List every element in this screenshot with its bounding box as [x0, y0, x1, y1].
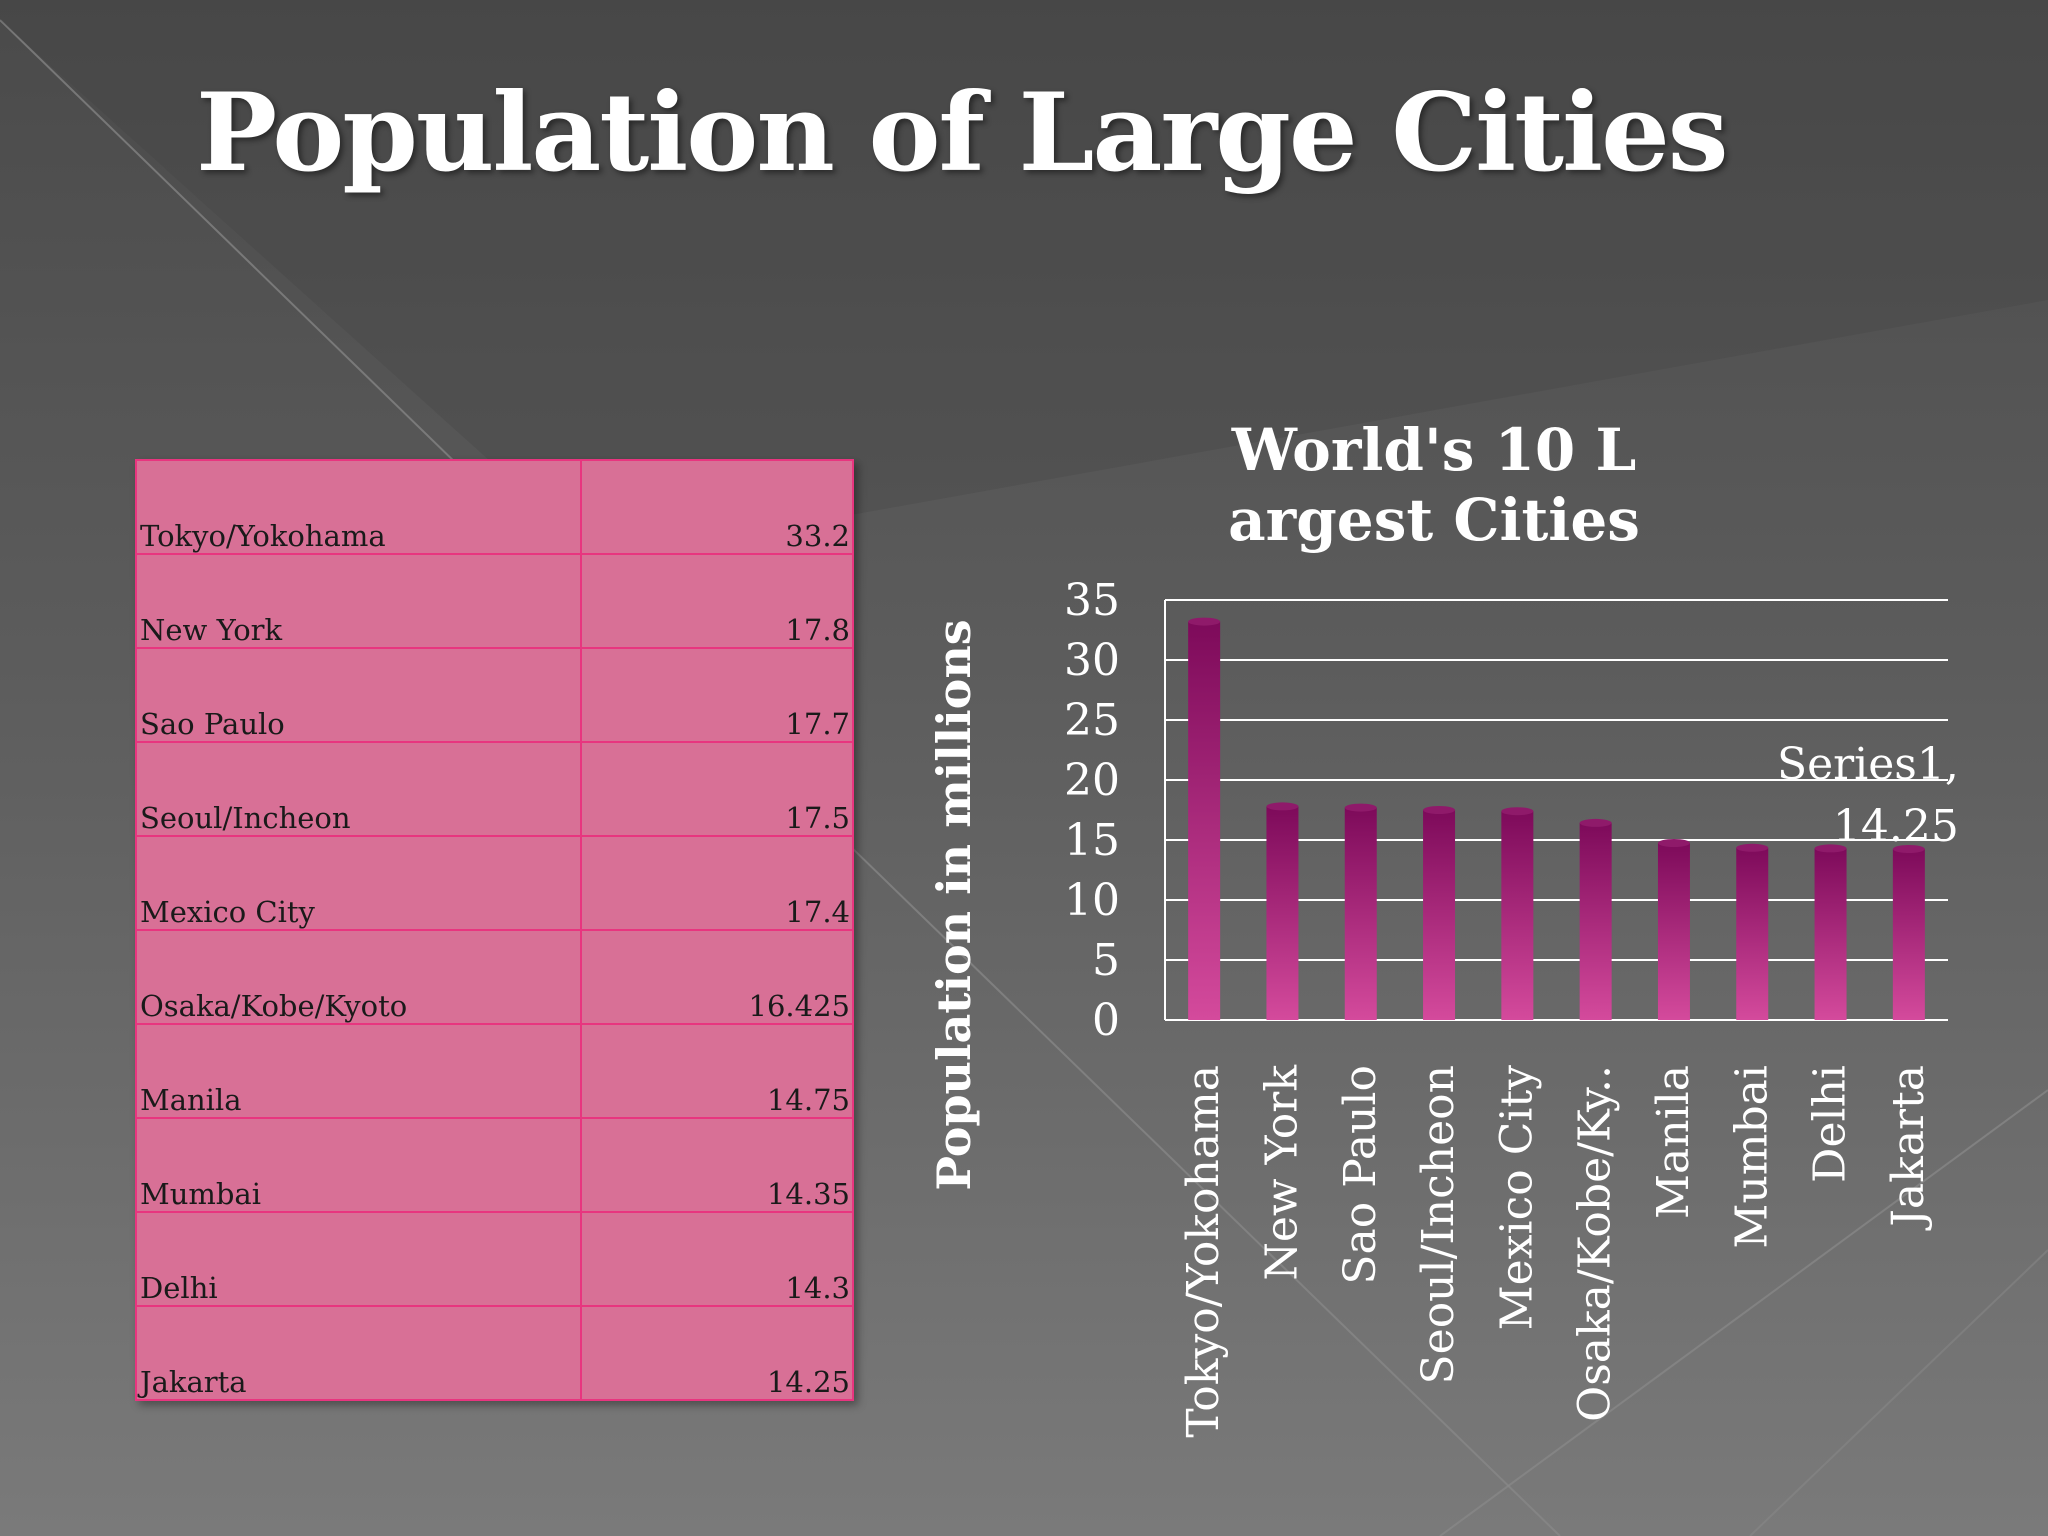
bar	[1266, 806, 1299, 1020]
category-label: Seoul/Incheon	[1413, 1065, 1464, 1384]
city-population-table: Tokyo/Yokohama 33.2 New York 17.8 Sao Pa…	[135, 459, 854, 1401]
data-label-annotation: Series1, 14.25	[1777, 739, 1959, 852]
population-value-cell: 17.7	[580, 647, 854, 743]
city-name-cell: Sao Paulo	[135, 647, 582, 743]
table-row: Sao Paulo 17.7	[135, 647, 854, 743]
slide-title: Population of Large Cities	[196, 70, 1729, 196]
table-row: Jakarta 14.25	[135, 1305, 854, 1401]
city-name-cell: Manila	[135, 1023, 582, 1119]
y-axis-label: Population in millions	[927, 619, 981, 1190]
category-label: Sao Paulo	[1335, 1065, 1386, 1285]
population-value-cell: 14.75	[580, 1023, 854, 1119]
category-label: Mexico City	[1491, 1065, 1542, 1331]
city-name-cell: Delhi	[135, 1211, 582, 1307]
y-tick-label: 10	[1064, 875, 1120, 926]
bar	[1814, 848, 1847, 1020]
bar	[1188, 621, 1221, 1020]
y-tick-label: 0	[1092, 995, 1120, 1046]
y-tick-label: 25	[1064, 695, 1120, 746]
bar-top	[1344, 803, 1377, 812]
bar-top	[1814, 844, 1847, 853]
y-tick-label: 20	[1064, 755, 1120, 806]
chart-title-line-1: World's 10 L	[1231, 416, 1637, 484]
table-row: Mumbai 14.35	[135, 1117, 854, 1213]
table-row: Tokyo/Yokohama 33.2	[135, 459, 854, 555]
population-value-cell: 17.5	[580, 741, 854, 837]
table-row: New York 17.8	[135, 553, 854, 649]
category-label: Delhi	[1805, 1065, 1856, 1183]
bar-top	[1266, 802, 1299, 811]
population-value-cell: 17.8	[580, 553, 854, 649]
table-row: Mexico City 17.4	[135, 835, 854, 931]
table-row: Manila 14.75	[135, 1023, 854, 1119]
city-name-cell: Seoul/Incheon	[135, 741, 582, 837]
bar	[1579, 822, 1612, 1020]
y-tick-label: 5	[1092, 935, 1120, 986]
category-label: Mumbai	[1726, 1065, 1777, 1249]
bar	[1657, 843, 1690, 1020]
table-row: Delhi 14.3	[135, 1211, 854, 1307]
table-row: Seoul/Incheon 17.5	[135, 741, 854, 837]
bar	[1736, 847, 1769, 1020]
city-name-cell: New York	[135, 553, 582, 649]
y-tick-label: 35	[1064, 575, 1120, 626]
data-label-line: 14.25	[1833, 801, 1959, 852]
bar-top	[1423, 806, 1456, 814]
bar-top	[1188, 617, 1221, 626]
y-tick-label: 15	[1064, 815, 1120, 866]
city-name-cell: Mexico City	[135, 835, 582, 931]
bar	[1344, 807, 1377, 1020]
bar	[1892, 849, 1925, 1020]
category-label: Tokyo/Yokohama	[1178, 1065, 1229, 1438]
category-label: Jakarta	[1883, 1065, 1934, 1231]
population-value-cell: 14.3	[580, 1211, 854, 1307]
bar-top	[1501, 807, 1534, 816]
y-axis-ticks: 0 5 10 15 20 25 30 35	[1064, 575, 1120, 1046]
city-name-cell: Osaka/Kobe/Kyoto	[135, 929, 582, 1025]
category-label: New York	[1256, 1065, 1307, 1281]
bar-top	[1579, 818, 1612, 827]
category-label: Manila	[1648, 1065, 1699, 1219]
population-value-cell: 14.35	[580, 1117, 854, 1213]
bar-top	[1892, 845, 1925, 853]
city-name-cell: Tokyo/Yokohama	[135, 459, 582, 555]
bar	[1501, 811, 1534, 1020]
data-label-line: Series1,	[1777, 739, 1959, 790]
chart-title-line-2: argest Cities	[1228, 486, 1640, 554]
bars	[1188, 617, 1925, 1020]
y-tick-label: 30	[1064, 635, 1120, 686]
city-name-cell: Jakarta	[135, 1305, 582, 1401]
category-label: Osaka/Kobe/Ky..	[1570, 1065, 1621, 1422]
population-value-cell: 14.25	[580, 1305, 854, 1401]
bar-top	[1657, 839, 1690, 847]
bar	[1423, 810, 1456, 1020]
table-row: Osaka/Kobe/Kyoto 16.425	[135, 929, 854, 1025]
bar-top	[1736, 843, 1769, 852]
category-labels: Tokyo/Yokohama New York Sao Paulo Seoul/Inc…	[1178, 1065, 1934, 1438]
population-value-cell: 16.425	[580, 929, 854, 1025]
population-value-cell: 17.4	[580, 835, 854, 931]
population-value-cell: 33.2	[580, 459, 854, 555]
city-name-cell: Mumbai	[135, 1117, 582, 1213]
